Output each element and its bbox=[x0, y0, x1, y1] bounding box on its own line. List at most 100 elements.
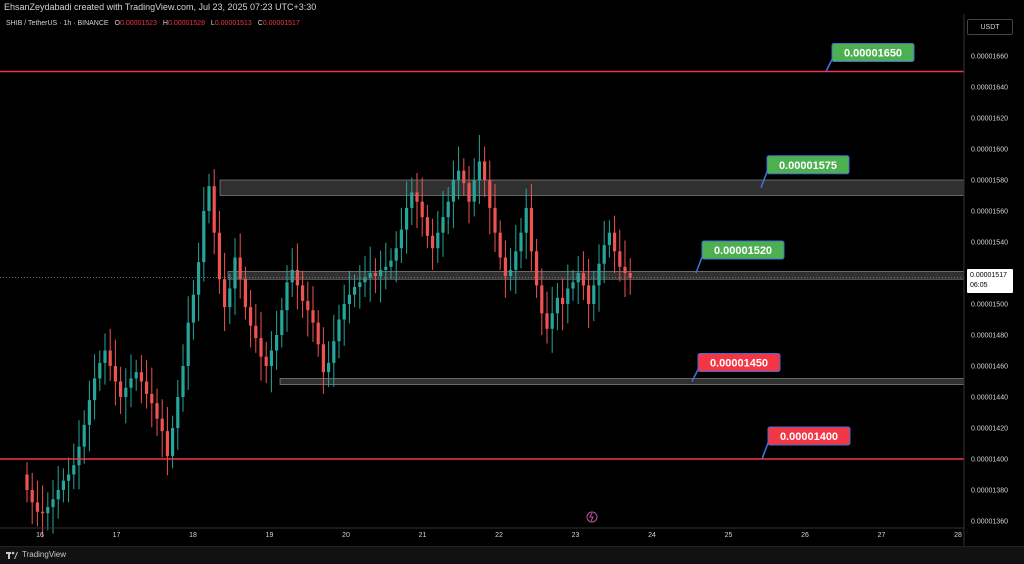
price-tick-label: 0.00001420 bbox=[971, 426, 1008, 433]
candle-body bbox=[134, 372, 138, 379]
candle-body bbox=[514, 251, 518, 270]
level-label-box[interactable] bbox=[697, 353, 781, 372]
currency-selector[interactable]: USDT bbox=[967, 19, 1013, 35]
close-value: 0.00001517 bbox=[262, 20, 300, 27]
symbol-name[interactable]: SHIB / TetherUS · 1h · BINANCE bbox=[6, 20, 109, 27]
price-tick-label: 0.00001660 bbox=[971, 54, 1008, 61]
price-chart[interactable]: 0.00001650 0.00001575 0.00001520 0.00001450… bbox=[0, 0, 1024, 546]
candle-body bbox=[446, 201, 450, 218]
time-tick-label: 25 bbox=[725, 532, 733, 539]
time-tick-label: 27 bbox=[878, 532, 886, 539]
candle-body bbox=[555, 297, 559, 314]
level-label: 0.00001520 bbox=[714, 245, 772, 257]
candle-body bbox=[275, 335, 279, 351]
candle-body bbox=[368, 273, 372, 278]
candle-body bbox=[186, 322, 190, 366]
price-tick-label: 0.00001560 bbox=[971, 209, 1008, 216]
candle-body bbox=[72, 465, 76, 475]
level-label-box[interactable] bbox=[766, 155, 850, 175]
candle-body bbox=[202, 211, 206, 263]
candle-body bbox=[347, 294, 351, 304]
candle-body bbox=[405, 207, 409, 230]
candle-body bbox=[321, 344, 325, 373]
price-tick-label: 0.00001400 bbox=[971, 457, 1008, 464]
level-label-box[interactable] bbox=[701, 240, 785, 260]
candle-body bbox=[233, 257, 237, 289]
candle-body bbox=[145, 381, 149, 394]
time-tick-label: 20 bbox=[342, 532, 350, 539]
timezone-icon[interactable] bbox=[586, 511, 598, 523]
level-zone[interactable] bbox=[219, 179, 965, 196]
candle-body bbox=[67, 474, 71, 481]
candle-body bbox=[155, 403, 159, 419]
open-value: 0.00001523 bbox=[119, 20, 157, 27]
tradingview-logo-icon bbox=[6, 551, 18, 559]
candle-body bbox=[399, 229, 403, 249]
candle-body bbox=[337, 319, 341, 342]
candle-body bbox=[498, 232, 502, 258]
candle-body bbox=[160, 418, 164, 432]
candle-body bbox=[493, 207, 497, 233]
time-tick-label: 19 bbox=[266, 532, 274, 539]
level-zone[interactable] bbox=[279, 378, 965, 385]
candle-body bbox=[545, 313, 549, 329]
candles-layer bbox=[25, 135, 632, 538]
price-tick-label: 0.00001460 bbox=[971, 364, 1008, 371]
candle-body bbox=[384, 266, 388, 270]
callout-pointer bbox=[761, 442, 769, 460]
callout-pointer bbox=[691, 369, 699, 382]
footer-brand[interactable]: TradingView bbox=[22, 550, 67, 559]
candle-body bbox=[483, 161, 487, 180]
candle-body bbox=[259, 338, 263, 357]
candle-body bbox=[425, 217, 429, 236]
callout-pointer bbox=[760, 171, 768, 189]
candle-body bbox=[306, 300, 310, 311]
candle-body bbox=[441, 217, 445, 233]
candle-body bbox=[316, 322, 320, 345]
candle-body bbox=[535, 251, 539, 286]
time-tick-label: 16 bbox=[36, 532, 44, 539]
candle-body bbox=[176, 397, 180, 428]
candle-body bbox=[607, 232, 611, 246]
time-tick-label: 22 bbox=[495, 532, 503, 539]
candle-body bbox=[571, 282, 575, 289]
level-label-box[interactable] bbox=[831, 43, 915, 62]
price-tick-label: 0.00001480 bbox=[971, 333, 1008, 340]
level-zone[interactable] bbox=[227, 271, 965, 280]
candle-body bbox=[550, 313, 554, 329]
candle-body bbox=[613, 232, 617, 252]
candle-body bbox=[311, 310, 315, 323]
time-tick-label: 28 bbox=[954, 532, 962, 539]
candle-body bbox=[223, 279, 227, 308]
candle-body bbox=[451, 180, 455, 202]
price-tick-label: 0.00001440 bbox=[971, 395, 1008, 402]
candle-body bbox=[519, 232, 523, 252]
candle-body bbox=[327, 362, 331, 373]
candle-body bbox=[108, 350, 112, 366]
candle-body bbox=[93, 378, 97, 401]
candle-body bbox=[592, 285, 596, 304]
candle-body bbox=[41, 511, 45, 514]
candle-body bbox=[243, 279, 247, 308]
level-label: 0.00001650 bbox=[844, 48, 902, 60]
candle-body bbox=[353, 286, 357, 295]
chart-header: EhsanZeydabadi created with TradingView.… bbox=[0, 0, 1024, 14]
time-tick-label: 21 bbox=[419, 532, 427, 539]
candle-body bbox=[618, 251, 622, 267]
time-axis: 16 17 18 19 20 21 22 23 24 25 26 27 28 bbox=[36, 532, 962, 539]
candle-body bbox=[254, 325, 258, 339]
currency-label: USDT bbox=[980, 24, 1000, 31]
candle-body bbox=[61, 480, 65, 490]
price-tick-label: 0.00001540 bbox=[971, 240, 1008, 247]
candle-body bbox=[25, 474, 29, 490]
candle-body bbox=[602, 245, 606, 264]
price-tick-label: 0.00001580 bbox=[971, 178, 1008, 185]
candle-body bbox=[524, 207, 528, 233]
candle-body bbox=[150, 393, 154, 404]
candle-body bbox=[581, 273, 585, 286]
price-tick-label: 0.00001600 bbox=[971, 147, 1008, 154]
level-label-box[interactable] bbox=[767, 426, 851, 446]
current-price-tag: 0.00001517 06:05 bbox=[967, 269, 1013, 293]
candle-body bbox=[436, 232, 440, 249]
candle-body bbox=[181, 366, 185, 397]
